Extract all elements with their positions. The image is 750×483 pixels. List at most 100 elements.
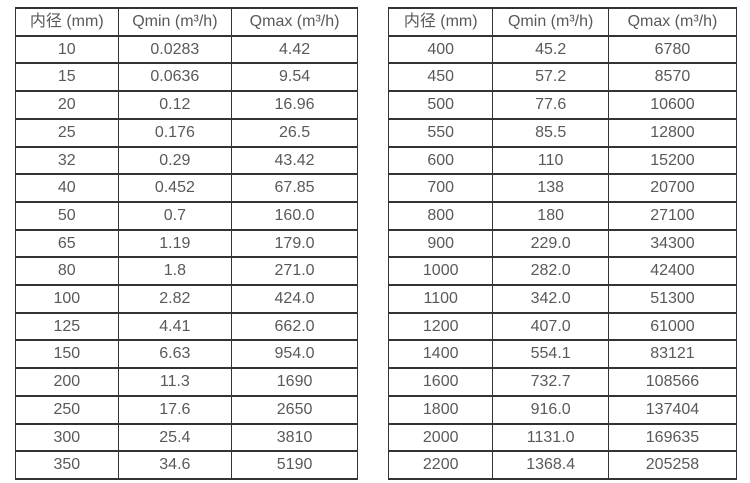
table-cell: 2650 <box>231 394 358 425</box>
table-cell: 25 <box>15 117 119 148</box>
table-cell: 0.12 <box>117 90 233 120</box>
table-cell: 57.2 <box>492 62 609 93</box>
table-cell: 80 <box>15 256 119 287</box>
table-row: 450 57.2 8570 <box>387 62 738 93</box>
table-cell: 45.2 <box>492 34 609 65</box>
table-row: 1800 916.0 137404 <box>387 394 738 425</box>
table-cell: 205258 <box>607 450 738 480</box>
table-cell: 11.3 <box>117 367 233 397</box>
table-cell: 50 <box>15 200 119 231</box>
table-cell: 0.452 <box>117 173 233 203</box>
table-cell: 77.6 <box>492 90 609 120</box>
table-row: 50 0.7 160.0 <box>15 200 358 231</box>
table-cell: 5190 <box>231 450 358 480</box>
table-cell: 34300 <box>607 228 738 259</box>
table-row: 350 34.6 5190 <box>15 450 358 480</box>
table-cell: 916.0 <box>492 394 609 425</box>
table-row: 1600 732.7 108566 <box>387 367 738 397</box>
table-cell: 0.0283 <box>117 34 233 65</box>
table-cell: 1.19 <box>117 228 233 259</box>
table-cell: 1400 <box>387 339 494 370</box>
table-row: 80 1.8 271.0 <box>15 256 358 287</box>
table-cell: 27100 <box>607 200 738 231</box>
table-cell: 17.6 <box>117 394 233 425</box>
table-cell: 10 <box>15 34 119 65</box>
table-row: 500 77.6 10600 <box>387 90 738 120</box>
table-cell: 1100 <box>387 284 494 314</box>
table-cell: 900 <box>387 228 494 259</box>
table-row: 125 4.41 662.0 <box>15 311 358 342</box>
table-row: 200 11.3 1690 <box>15 367 358 397</box>
table-cell: 1131.0 <box>492 422 609 453</box>
table-cell: 83121 <box>607 339 738 370</box>
table-cell: 20700 <box>607 173 738 203</box>
table-cell: 400 <box>387 34 494 65</box>
table-cell: 25.4 <box>117 422 233 453</box>
table-cell: 67.85 <box>231 173 358 203</box>
table-cell: 51300 <box>607 284 738 314</box>
table-row: 2000 1131.0 169635 <box>387 422 738 453</box>
table-cell: 138 <box>492 173 609 203</box>
table-row: 250 17.6 2650 <box>15 394 358 425</box>
table-cell: 1800 <box>387 394 494 425</box>
table-cell: 137404 <box>607 394 738 425</box>
table-cell: 1000 <box>387 256 494 287</box>
table-cell: 732.7 <box>492 367 609 397</box>
table-row: 1200 407.0 61000 <box>387 311 738 342</box>
table-row: 400 45.2 6780 <box>387 34 738 65</box>
table-row: 700 138 20700 <box>387 173 738 203</box>
table-row: 40 0.452 67.85 <box>15 173 358 203</box>
table-cell: 0.176 <box>117 117 233 148</box>
table-cell: 15 <box>15 62 119 93</box>
table-row: 1100 342.0 51300 <box>387 284 738 314</box>
table-row: 20 0.12 16.96 <box>15 90 358 120</box>
table-row: 15 0.0636 9.54 <box>15 62 358 93</box>
table-cell: 200 <box>15 367 119 397</box>
column-header: 内径 (mm) <box>387 7 494 37</box>
column-header: Qmin (m³/h) <box>492 7 609 37</box>
table-cell: 954.0 <box>231 339 358 370</box>
table-cell: 342.0 <box>492 284 609 314</box>
table-cell: 662.0 <box>231 311 358 342</box>
table-cell: 169635 <box>607 422 738 453</box>
table-cell: 160.0 <box>231 200 358 231</box>
table-cell: 6780 <box>607 34 738 65</box>
table-row: 900 229.0 34300 <box>387 228 738 259</box>
table-cell: 0.29 <box>117 145 233 176</box>
table-cell: 250 <box>15 394 119 425</box>
column-header: Qmax (m³/h) <box>231 7 358 37</box>
table-row: 300 25.4 3810 <box>15 422 358 453</box>
table-cell: 350 <box>15 450 119 480</box>
table-cell: 85.5 <box>492 117 609 148</box>
table-cell: 600 <box>387 145 494 176</box>
table-cell: 12800 <box>607 117 738 148</box>
header-row: 内径 (mm) Qmin (m³/h) Qmax (m³/h) <box>387 7 738 37</box>
table-cell: 125 <box>15 311 119 342</box>
table-cell: 1200 <box>387 311 494 342</box>
table-row: 32 0.29 43.42 <box>15 145 358 176</box>
table-cell: 20 <box>15 90 119 120</box>
table-row: 550 85.5 12800 <box>387 117 738 148</box>
table-cell: 4.41 <box>117 311 233 342</box>
table-cell: 179.0 <box>231 228 358 259</box>
table-row: 1400 554.1 83121 <box>387 339 738 370</box>
table-cell: 100 <box>15 284 119 314</box>
flow-table-small-diameters: 内径 (mm) Qmin (m³/h) Qmax (m³/h) 10 0.0283 4.… <box>15 7 358 480</box>
table-cell: 40 <box>15 173 119 203</box>
table-cell: 61000 <box>607 311 738 342</box>
table-cell: 1600 <box>387 367 494 397</box>
table-cell: 500 <box>387 90 494 120</box>
table-cell: 1690 <box>231 367 358 397</box>
table-cell: 180 <box>492 200 609 231</box>
table-row: 10 0.0283 4.42 <box>15 34 358 65</box>
table-cell: 6.63 <box>117 339 233 370</box>
table-row: 65 1.19 179.0 <box>15 228 358 259</box>
table-cell: 800 <box>387 200 494 231</box>
table-cell: 34.6 <box>117 450 233 480</box>
table-cell: 271.0 <box>231 256 358 287</box>
table-cell: 2200 <box>387 450 494 480</box>
table-cell: 42400 <box>607 256 738 287</box>
table-cell: 10600 <box>607 90 738 120</box>
table-cell: 15200 <box>607 145 738 176</box>
table-cell: 16.96 <box>231 90 358 120</box>
